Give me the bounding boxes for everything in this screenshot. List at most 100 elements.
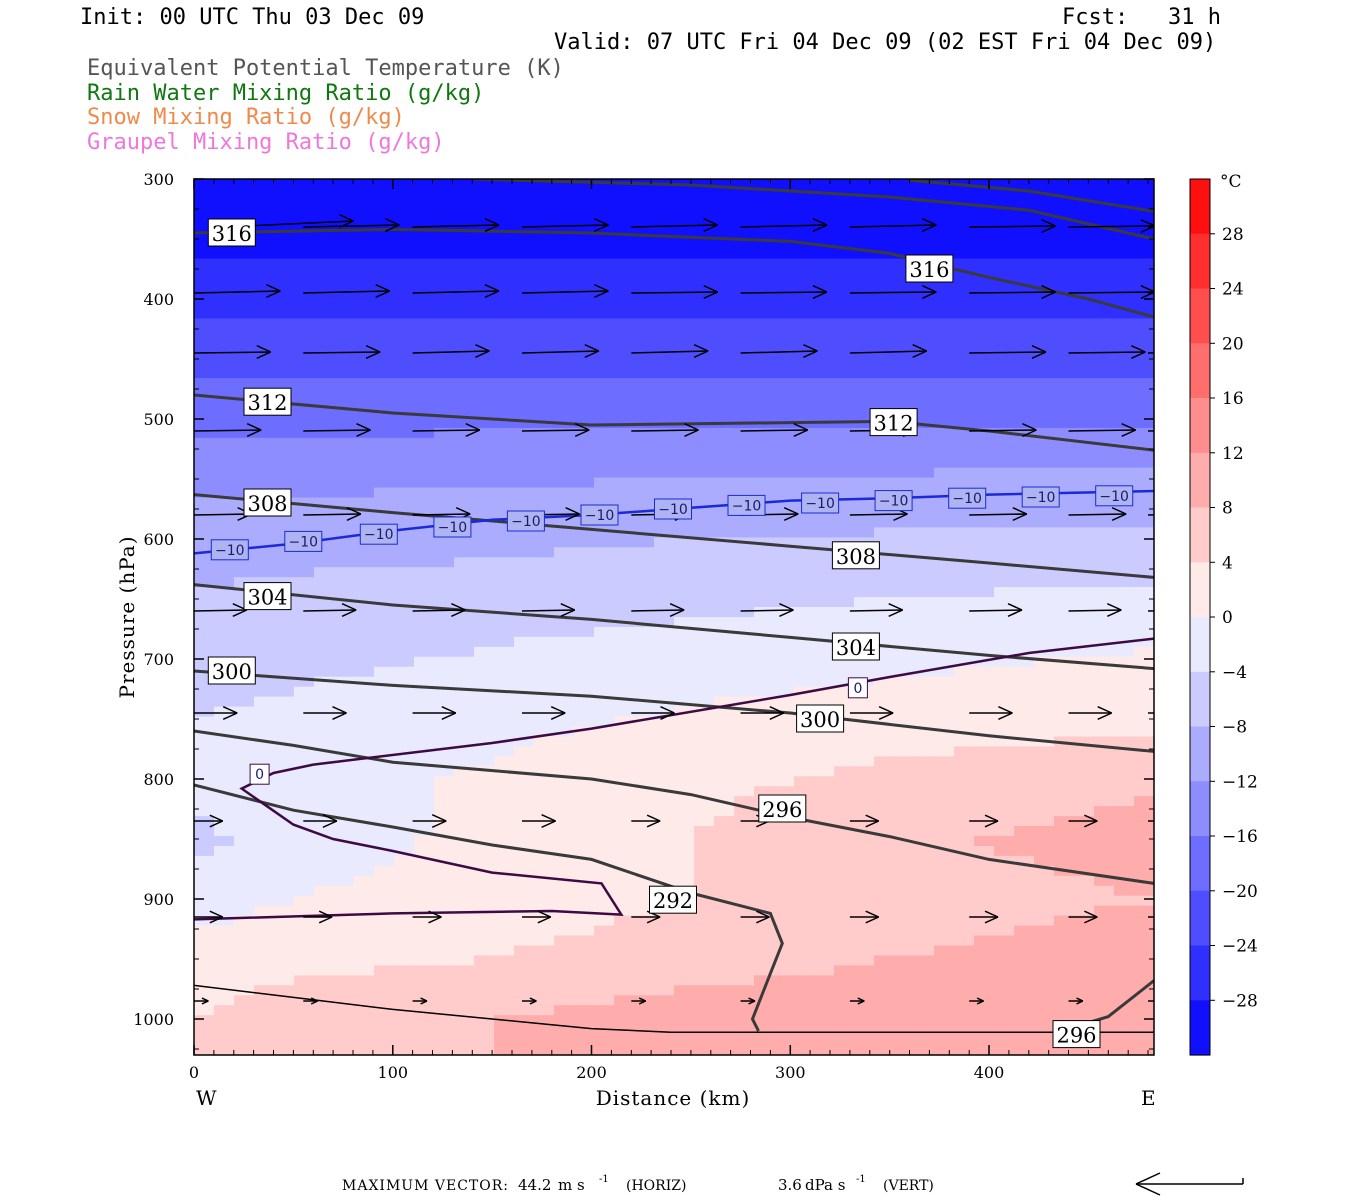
temperature-cell — [1054, 985, 1075, 996]
temperature-cell — [914, 865, 935, 877]
temperature-cell — [474, 885, 495, 897]
temperature-cell — [874, 1025, 895, 1036]
temperature-cell — [894, 597, 915, 608]
temperature-cell — [674, 786, 695, 797]
temperature-cell — [474, 208, 495, 220]
temperature-cell — [214, 437, 235, 449]
temperature-cell — [714, 865, 735, 877]
temperature-cell — [1074, 776, 1095, 787]
temperature-cell — [694, 865, 715, 877]
temperature-cell — [474, 318, 495, 329]
temperature-cell — [1114, 189, 1135, 200]
isotherm-0 — [194, 637, 1154, 921]
temperature-cell — [754, 248, 775, 260]
wind-vector-head — [693, 350, 709, 358]
temperature-cell — [334, 1015, 355, 1026]
temperature-cell — [974, 457, 995, 469]
temperature-cell — [1074, 547, 1095, 558]
temperature-cell — [314, 875, 335, 887]
temperature-cell — [694, 447, 715, 459]
temperature-cell — [474, 736, 495, 748]
temperature-cell — [774, 328, 795, 339]
temperature-cell — [314, 238, 335, 250]
temperature-cell — [574, 328, 595, 339]
temperature-cell — [734, 318, 755, 329]
temperature-cell — [314, 427, 335, 439]
temperature-cell — [194, 517, 215, 529]
temperature-cell — [274, 607, 295, 618]
temperature-cell — [914, 427, 935, 439]
temperature-cell — [674, 836, 695, 847]
temperature-cell — [454, 577, 475, 588]
temperature-cell — [834, 975, 855, 986]
temperature-cell — [874, 567, 895, 578]
temperature-cell — [214, 1005, 235, 1016]
temperature-cell — [934, 447, 955, 459]
temperature-cell — [1134, 378, 1154, 389]
temperature-cell — [674, 268, 695, 280]
temperature-cell — [434, 786, 455, 797]
temperature-cell — [614, 646, 635, 658]
temperature-cell — [994, 666, 1015, 678]
temperature-cell — [994, 437, 1015, 449]
temperature-cell — [194, 836, 215, 847]
temperature-cell — [594, 467, 615, 479]
temperature-cell — [554, 388, 575, 399]
temperature-cell — [1134, 706, 1154, 718]
temperature-cell — [1114, 617, 1135, 628]
vert-exponent: -1 — [856, 1174, 866, 1185]
temperature-cell — [434, 666, 455, 678]
wind-vector-head — [318, 910, 333, 918]
temperature-cell — [1034, 676, 1055, 688]
temperature-cell — [274, 627, 295, 638]
temperature-cell — [1114, 786, 1135, 797]
temperature-cell — [534, 447, 555, 459]
temperature-cell — [534, 935, 555, 947]
temperature-cell — [574, 208, 595, 220]
temperature-cell — [474, 617, 495, 628]
temperature-cell — [794, 975, 815, 986]
temperature-cell — [554, 836, 575, 847]
temperature-cell — [574, 607, 595, 618]
temperature-cell — [254, 1035, 275, 1046]
temperature-cell — [1014, 666, 1035, 678]
temperature-cell — [894, 477, 915, 489]
temperature-cell — [934, 985, 955, 996]
temperature-cell — [534, 437, 555, 449]
temperature-cell — [394, 348, 415, 359]
temperature-cell — [1094, 278, 1115, 290]
temperature-cell — [954, 278, 975, 290]
temperature-cell — [374, 826, 395, 837]
temperature-cell — [294, 567, 315, 578]
wind-vector-head — [857, 997, 865, 1002]
temperature-cell — [534, 268, 555, 280]
temperature-cell — [474, 796, 495, 807]
isotherm-label: −10 — [580, 504, 619, 526]
temperature-cell — [634, 865, 655, 877]
temperature-cell — [494, 756, 515, 767]
temperature-cell — [1114, 706, 1135, 718]
temperature-cell — [694, 826, 715, 837]
temperature-cell — [934, 398, 955, 409]
temperature-cell — [554, 676, 575, 688]
temperature-cell — [254, 646, 275, 658]
temperature-cell — [1054, 955, 1075, 967]
temperature-cell — [894, 308, 915, 319]
isotherm-label-box — [727, 494, 766, 516]
temperature-cell — [254, 427, 275, 439]
temperature-cell — [254, 258, 275, 270]
temperature-cell — [834, 806, 855, 817]
temperature-cell — [934, 706, 955, 718]
temperature-cell — [414, 308, 435, 319]
wind-vector-head — [594, 224, 609, 232]
temperature-cell — [434, 258, 455, 270]
temperature-cell — [694, 736, 715, 748]
temperature-cell — [894, 696, 915, 708]
temperature-cell — [1054, 547, 1075, 558]
temperature-cell — [814, 1045, 835, 1055]
temperature-cell — [914, 945, 935, 957]
temperature-cell — [954, 288, 975, 300]
temperature-cell — [954, 756, 975, 767]
temperature-cell — [854, 567, 875, 578]
temperature-cell — [454, 378, 475, 389]
